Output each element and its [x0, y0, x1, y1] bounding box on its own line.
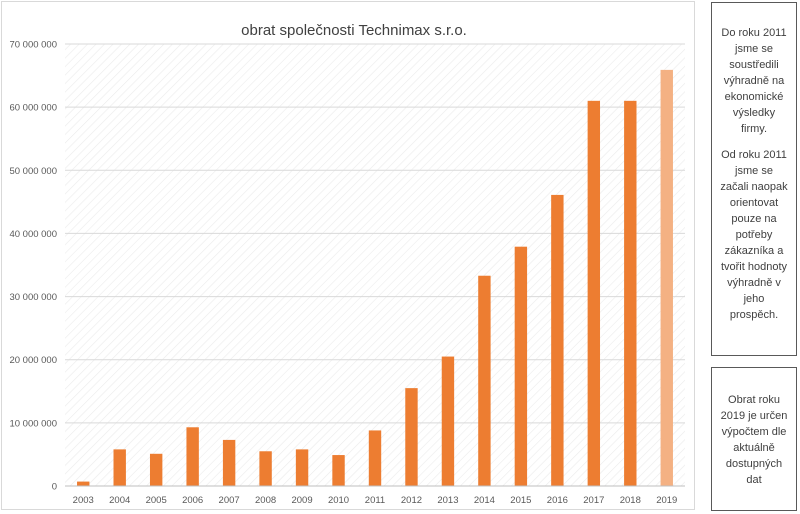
y-tick-label: 30 000 000 — [9, 292, 57, 303]
x-axis: 2003 2004 2005 2006 2007 2008 2009 2010 2011 2012… — [65, 485, 685, 506]
bar-chart: obrat společnosti Technimax s.r.o. 0 10 0… — [9, 22, 685, 506]
chart-title: obrat společnosti Technimax s.r.o. — [241, 22, 467, 39]
plot-background — [65, 44, 685, 486]
bar-2016 — [551, 194, 564, 486]
y-tick-label: 10 000 000 — [9, 418, 57, 429]
x-tick-label: 2017 — [583, 495, 604, 506]
y-tick-label: 70 000 000 — [9, 40, 57, 51]
y-tick-label: 40 000 000 — [9, 229, 57, 240]
note-2019-estimate-text: Obrat roku 2019 je určen výpočtem dle ak… — [720, 394, 788, 486]
chart-area: obrat společnosti Technimax s.r.o. 0 10 0… — [1, 1, 695, 510]
x-tick-label: 2008 — [255, 495, 276, 506]
bar-2006 — [186, 427, 199, 486]
x-tick-label: 2012 — [401, 495, 422, 506]
x-tick-label: 2010 — [328, 495, 349, 506]
bar-2018 — [624, 100, 637, 486]
bar-2004 — [113, 449, 126, 486]
bar-2007 — [222, 439, 236, 486]
x-tick-label: 2003 — [73, 495, 94, 506]
y-axis: 0 10 000 000 20 000 000 30 000 000 40 000 00… — [9, 40, 57, 493]
x-tick-label: 2011 — [365, 495, 385, 506]
x-tick-label: 2015 — [510, 495, 531, 506]
bars — [77, 69, 673, 486]
y-tick-label: 50 000 000 — [9, 166, 57, 177]
bar-2017 — [587, 100, 601, 486]
x-tick-label: 2009 — [291, 495, 312, 506]
note-strategy-after-2011: Od roku 2011 jsme se začali naopak orien… — [720, 149, 788, 321]
note-strategy-before-2011: Do roku 2011 jsme se soustředili výhradn… — [721, 27, 787, 135]
y-tick-label: 0 — [52, 482, 57, 493]
x-tick-label: 2019 — [656, 495, 677, 506]
bar-2003 — [77, 481, 90, 486]
bar-2015 — [514, 246, 528, 486]
bar-2005 — [149, 453, 163, 486]
x-tick-label: 2006 — [182, 495, 203, 506]
bar-2011 — [368, 430, 382, 486]
x-tick-label: 2014 — [474, 495, 495, 506]
bar-2019 — [660, 69, 673, 486]
y-tick-label: 60 000 000 — [9, 103, 57, 114]
bar-2014 — [478, 275, 491, 486]
bar-2009 — [295, 449, 309, 486]
x-tick-label: 2007 — [219, 495, 240, 506]
y-tick-label: 20 000 000 — [9, 355, 57, 366]
x-tick-label: 2018 — [620, 495, 641, 506]
bar-2013 — [441, 356, 455, 486]
note-strategy: Do roku 2011 jsme se soustředili výhradn… — [711, 2, 797, 356]
bar-2012 — [405, 388, 418, 486]
x-tick-label: 2016 — [547, 495, 568, 506]
x-tick-label: 2013 — [437, 495, 458, 506]
note-2019-estimate: Obrat roku 2019 je určen výpočtem dle ak… — [711, 367, 797, 511]
bar-2008 — [259, 451, 272, 486]
x-tick-label: 2004 — [109, 495, 130, 506]
x-tick-label: 2005 — [146, 495, 167, 506]
bar-2010 — [332, 455, 345, 486]
